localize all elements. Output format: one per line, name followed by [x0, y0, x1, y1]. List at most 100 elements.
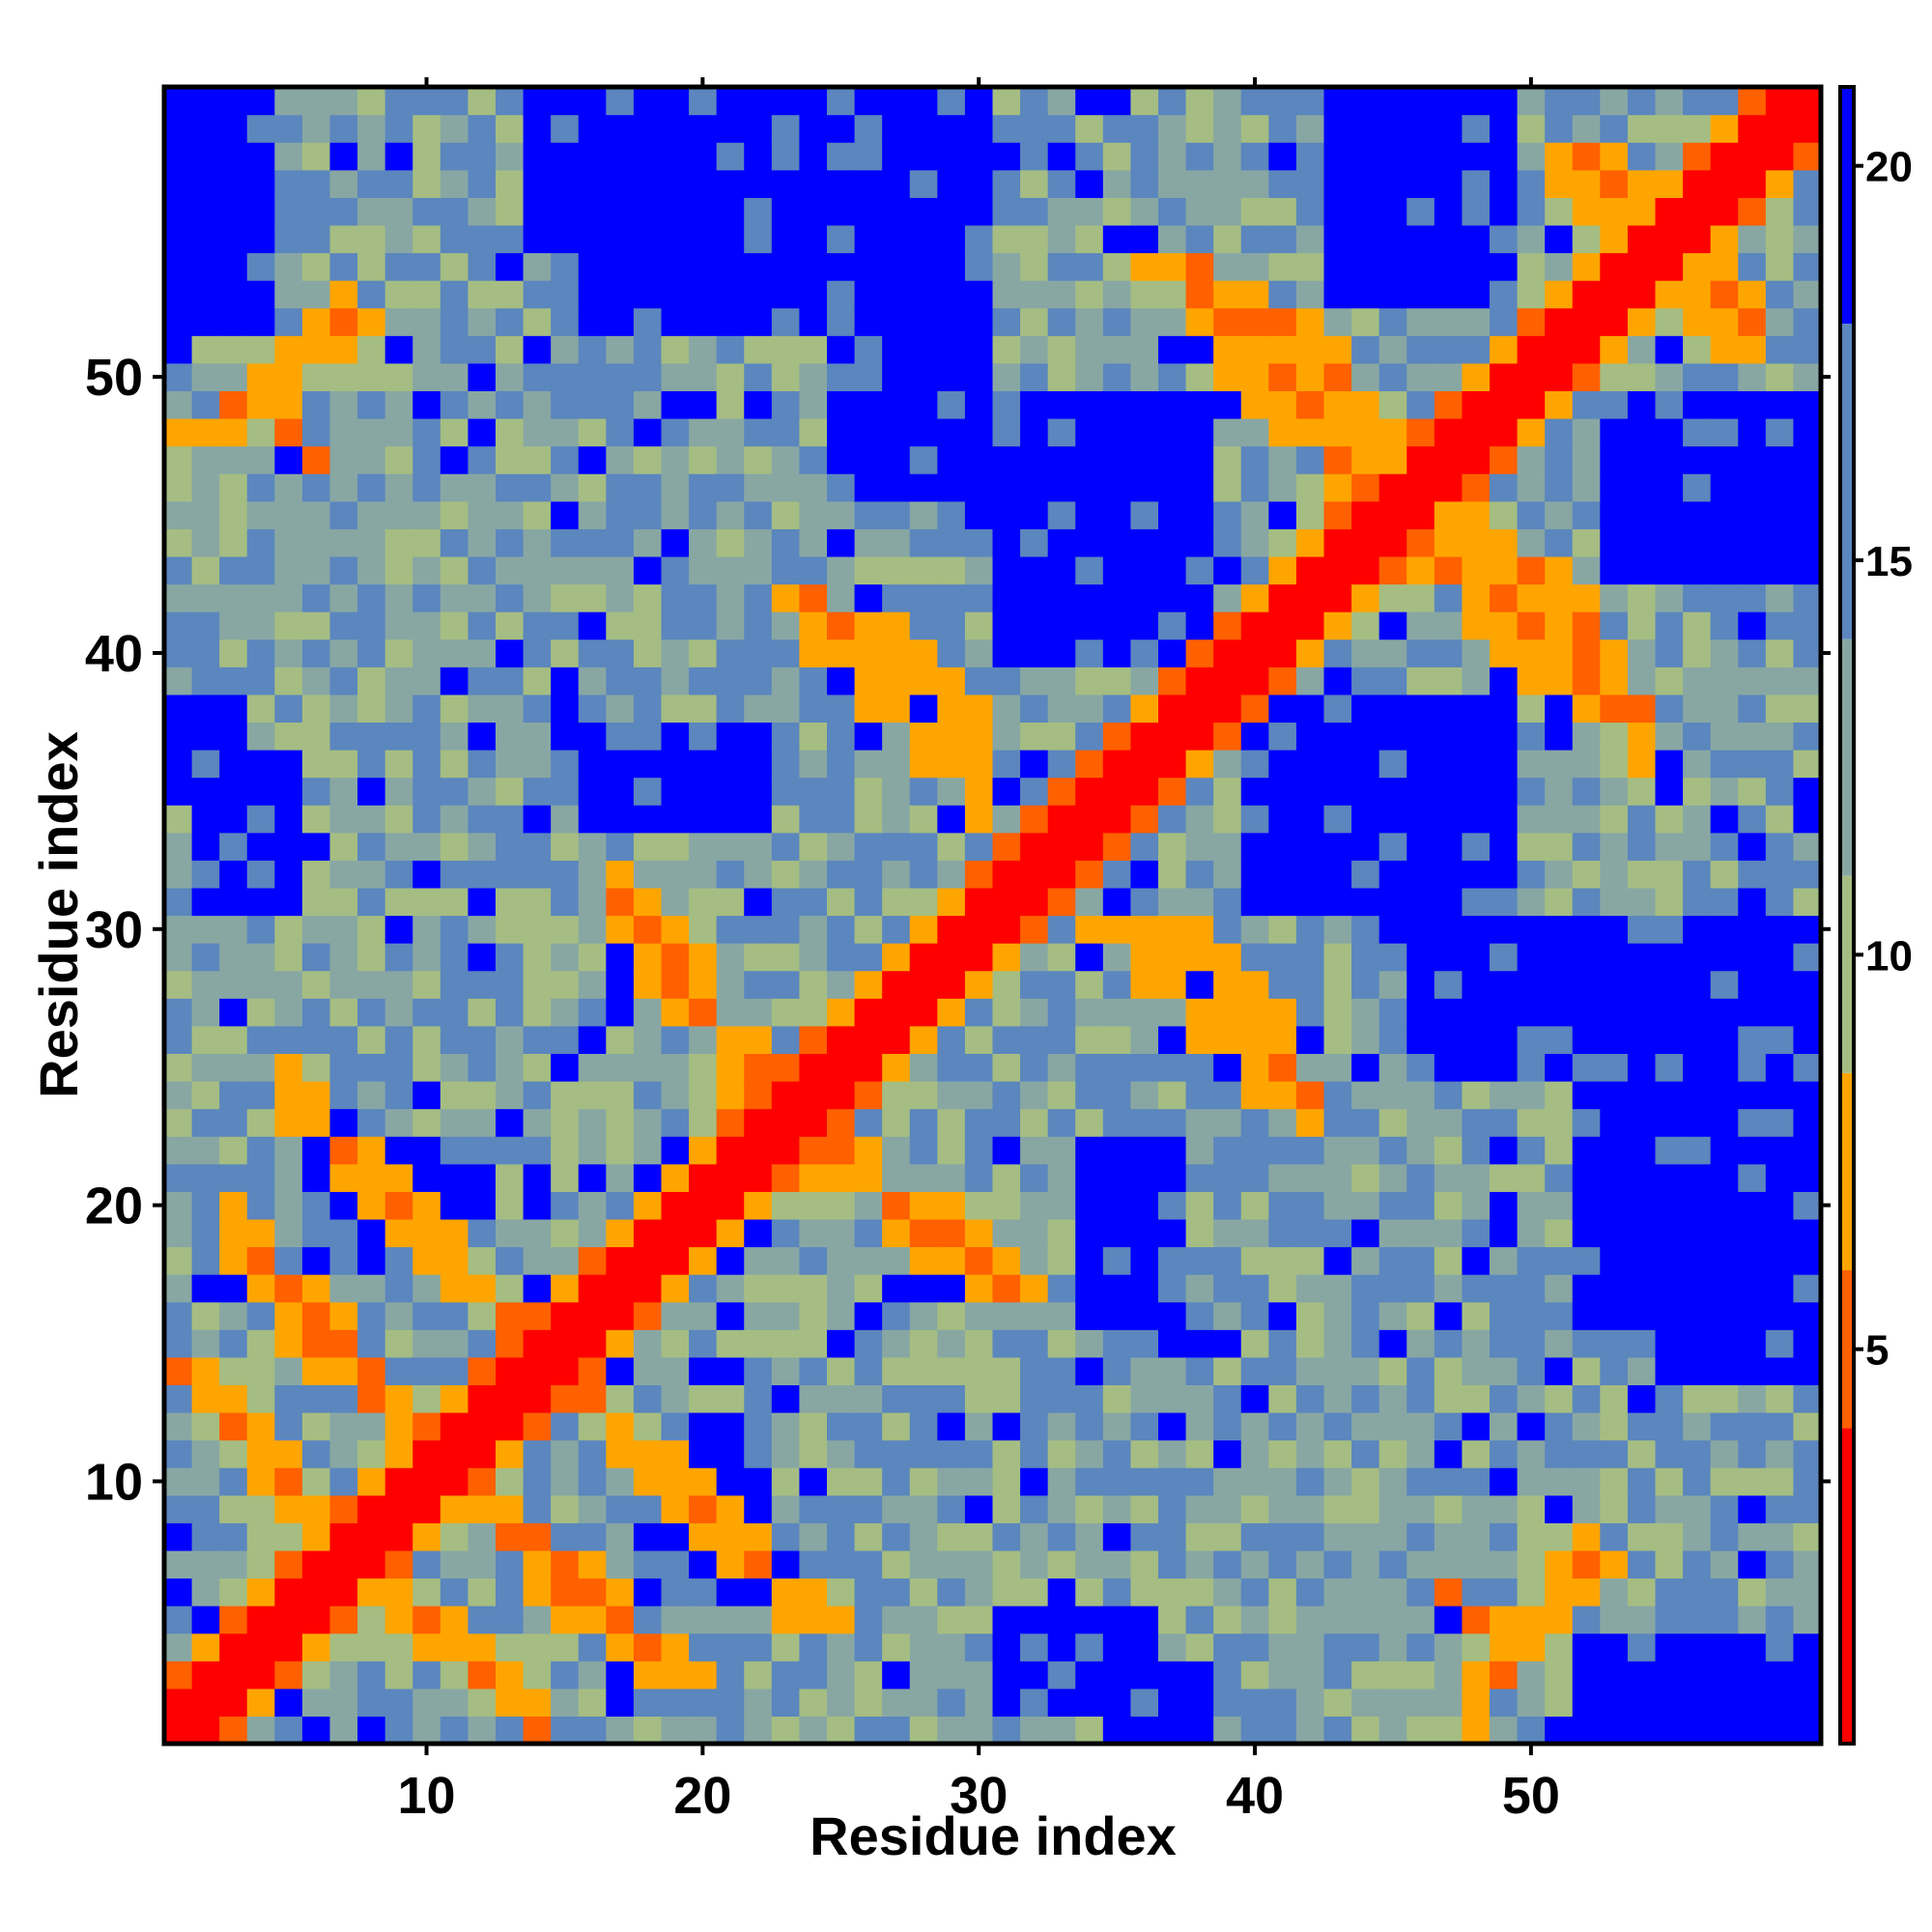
heatmap-cell: [1130, 335, 1159, 364]
heatmap-cell: [689, 500, 718, 529]
heatmap-cell: [1655, 307, 1684, 336]
heatmap-cell: [1130, 252, 1159, 281]
heatmap-cell: [1130, 418, 1159, 447]
heatmap-cell: [606, 87, 635, 116]
heatmap-cell: [1683, 943, 1712, 972]
heatmap-cell: [412, 1108, 441, 1137]
heatmap-cell: [744, 142, 773, 171]
heatmap-cell: [329, 1108, 358, 1137]
heatmap-cell: [412, 777, 441, 806]
heatmap-cell: [992, 1412, 1021, 1441]
heatmap-cell: [964, 777, 994, 806]
heatmap-cell: [551, 197, 580, 226]
heatmap-cell: [164, 1577, 193, 1606]
heatmap-cell: [219, 1467, 248, 1496]
heatmap-cell: [1130, 1577, 1159, 1606]
heatmap-cell: [1323, 777, 1352, 806]
heatmap-cell: [1268, 1218, 1297, 1248]
heatmap-cell: [937, 805, 966, 834]
heatmap-cell: [1600, 1136, 1629, 1165]
heatmap-cell: [1434, 1025, 1463, 1055]
heatmap-cell: [1462, 970, 1491, 999]
heatmap-cell: [164, 722, 193, 751]
heatmap-cell: [1240, 1136, 1269, 1165]
heatmap-cell: [1462, 915, 1491, 944]
heatmap-cell: [219, 1439, 248, 1468]
heatmap-cell: [909, 611, 938, 640]
heatmap-cell: [1323, 335, 1352, 364]
heatmap-cell: [1655, 1053, 1684, 1082]
heatmap-cell: [329, 390, 358, 419]
heatmap-cell: [412, 639, 441, 668]
heatmap-cell: [246, 114, 275, 143]
heatmap-cell: [1295, 362, 1325, 392]
heatmap-cell: [412, 87, 441, 116]
heatmap-cell: [578, 1688, 607, 1718]
heatmap-cell: [716, 970, 745, 999]
heatmap-cell: [744, 611, 773, 640]
heatmap-cell: [191, 473, 220, 502]
heatmap-cell: [633, 528, 663, 557]
heatmap-cell: [1462, 583, 1491, 612]
heatmap-cell: [854, 887, 883, 917]
heatmap-cell: [606, 1274, 635, 1303]
heatmap-cell: [1738, 197, 1767, 226]
heatmap-cell: [1738, 1661, 1767, 1690]
heatmap-cell: [578, 1356, 607, 1386]
heatmap-cell: [1268, 611, 1297, 640]
heatmap-cell: [1434, 1218, 1463, 1248]
heatmap-cell: [246, 805, 275, 834]
heatmap-cell: [1572, 1605, 1601, 1634]
heatmap-cell: [937, 750, 966, 779]
heatmap-cell: [1075, 805, 1104, 834]
heatmap-cell: [1185, 722, 1214, 751]
heatmap-cell: [1793, 1716, 1822, 1745]
heatmap-cell: [992, 87, 1021, 116]
heatmap-cell: [882, 335, 911, 364]
heatmap-cell: [1710, 1522, 1739, 1551]
heatmap-cell: [633, 418, 663, 447]
heatmap-cell: [191, 611, 220, 640]
heatmap-cell: [191, 1688, 220, 1718]
heatmap-cell: [578, 1136, 607, 1165]
heatmap-cell: [937, 280, 966, 309]
heatmap-cell: [716, 142, 745, 171]
heatmap-cell: [964, 611, 994, 640]
heatmap-cell: [1490, 1412, 1519, 1441]
heatmap-cell: [1655, 1218, 1684, 1248]
heatmap-cell: [964, 1301, 994, 1330]
heatmap-cell: [1406, 832, 1435, 861]
heatmap-cell: [1130, 1522, 1159, 1551]
heatmap-cell: [909, 1549, 938, 1579]
heatmap-cell: [992, 1688, 1021, 1718]
heatmap-cell: [1323, 1439, 1352, 1468]
heatmap-cell: [1627, 1025, 1657, 1055]
heatmap-cell: [1378, 1246, 1407, 1275]
heatmap-cell: [384, 1246, 413, 1275]
heatmap-cell: [661, 1577, 690, 1606]
heatmap-cell: [1323, 998, 1352, 1027]
heatmap-cell: [1378, 1329, 1407, 1358]
heatmap-cell: [606, 1605, 635, 1634]
heatmap-cell: [1185, 224, 1214, 254]
heatmap-cell: [992, 1108, 1021, 1137]
heatmap-cell: [1572, 1025, 1601, 1055]
heatmap-cell: [496, 943, 525, 972]
heatmap-cell: [384, 1661, 413, 1690]
heatmap-cell: [1738, 1274, 1767, 1303]
heatmap-cell: [964, 1661, 994, 1690]
heatmap-cell: [1378, 528, 1407, 557]
heatmap-cell: [1047, 169, 1076, 198]
heatmap-cell: [164, 750, 193, 779]
heatmap-cell: [1020, 1522, 1049, 1551]
heatmap-cell: [827, 362, 856, 392]
heatmap-cell: [716, 1108, 745, 1137]
heatmap-cell: [937, 142, 966, 171]
heatmap-cell: [633, 860, 663, 889]
heatmap-cell: [937, 639, 966, 668]
heatmap-cell: [1351, 722, 1380, 751]
heatmap-cell: [523, 473, 552, 502]
heatmap-cell: [882, 887, 911, 917]
heatmap-cell: [551, 1439, 580, 1468]
heatmap-cell: [1600, 1163, 1629, 1192]
